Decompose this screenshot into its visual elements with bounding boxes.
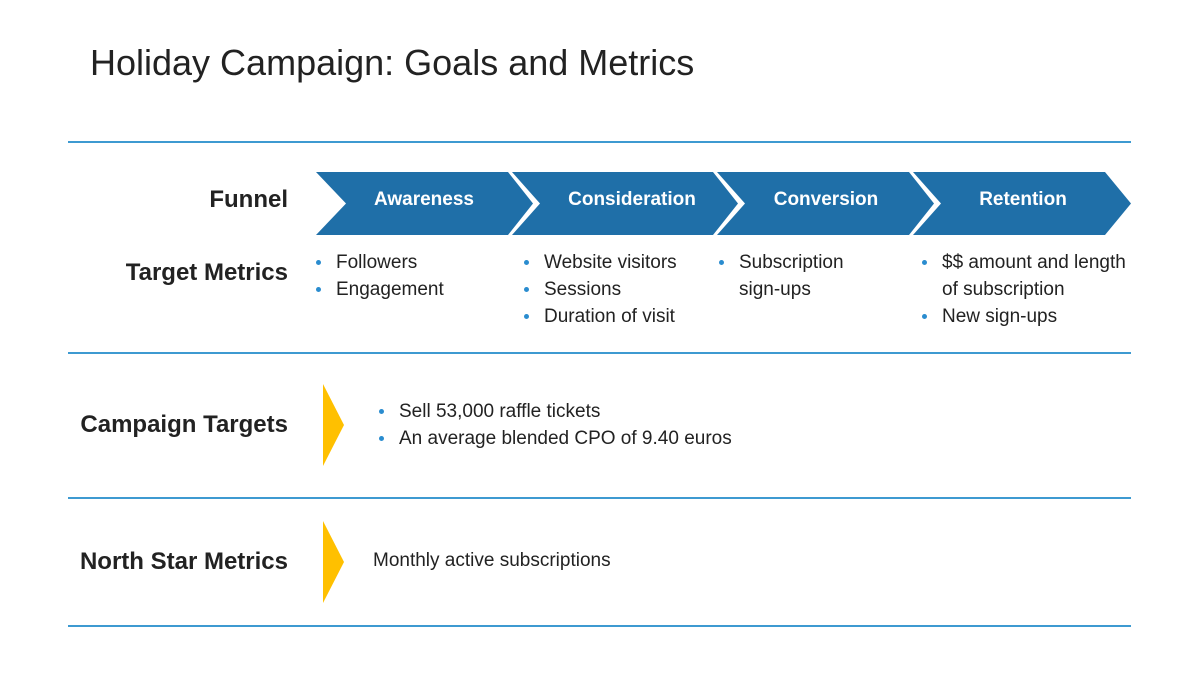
divider-after-campaign: [68, 497, 1131, 499]
list-item: Website visitors: [520, 249, 710, 276]
list-item: Engagement: [312, 276, 502, 303]
funnel-stage-conversion: Conversion: [773, 189, 879, 210]
funnel-stage-retention: Retention: [979, 189, 1067, 210]
funnel-chevron-consideration: [512, 172, 738, 235]
metrics-list-conversion: Subscription sign-ups: [715, 249, 865, 303]
slide-title: Holiday Campaign: Goals and Metrics: [90, 42, 695, 83]
funnel-chevron-awareness: [316, 172, 533, 235]
metrics-list-awareness: Followers Engagement: [312, 249, 502, 303]
list-item: Followers: [312, 249, 502, 276]
campaign-targets-list: Sell 53,000 raffle tickets An average bl…: [375, 398, 875, 452]
north-star-marker: [323, 521, 344, 603]
north-star-text: Monthly active subscriptions: [373, 550, 611, 571]
list-item: Duration of visit: [520, 303, 710, 330]
campaign-targets-row-label: Campaign Targets: [80, 411, 288, 438]
list-item: Subscription sign-ups: [715, 249, 865, 303]
list-item: New sign-ups: [918, 303, 1140, 330]
funnel-row-label: Funnel: [209, 186, 288, 213]
metrics-list-retention: $$ amount and length of subscription New…: [918, 249, 1140, 330]
divider-after-metrics: [68, 352, 1131, 354]
campaign-targets-marker: [323, 384, 344, 466]
funnel-chevron-retention: [913, 172, 1131, 235]
funnel-stage-awareness: Awareness: [374, 189, 474, 210]
list-item: $$ amount and length of subscription: [918, 249, 1140, 303]
metrics-list-consideration: Website visitors Sessions Duration of vi…: [520, 249, 710, 330]
divider-top: [68, 141, 1131, 143]
divider-bottom: [68, 625, 1131, 627]
funnel-stage-consideration: Consideration: [568, 189, 696, 210]
target-metrics-row-label: Target Metrics: [125, 259, 288, 286]
list-item: An average blended CPO of 9.40 euros: [375, 425, 875, 452]
list-item: Sell 53,000 raffle tickets: [375, 398, 875, 425]
north-star-row-label: North Star Metrics: [79, 548, 288, 575]
list-item: Sessions: [520, 276, 710, 303]
funnel-chevron-conversion: [717, 172, 934, 235]
